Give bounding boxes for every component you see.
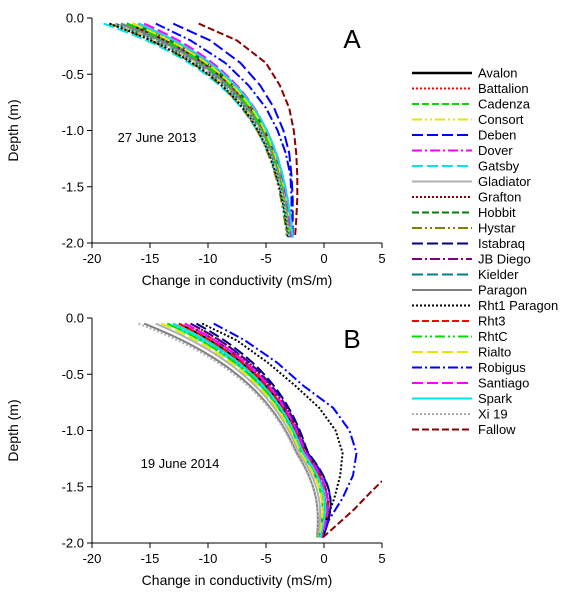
x-tick-label: -5 bbox=[260, 251, 272, 266]
x-tick-label: 0 bbox=[320, 551, 327, 566]
series-line-avalon bbox=[178, 322, 327, 538]
series-line-gladiator bbox=[155, 322, 322, 538]
legend-label-hobbit: Hobbit bbox=[478, 205, 516, 220]
x-tick-label: -5 bbox=[260, 551, 272, 566]
legend-label-robigus: Robigus bbox=[478, 360, 526, 375]
series-line-spark bbox=[172, 322, 327, 538]
legend-label-jb-diego: JB Diego bbox=[478, 252, 531, 267]
legend-label-istabraq: Istabraq bbox=[478, 236, 525, 251]
legend-label-dover: Dover bbox=[478, 143, 513, 158]
series-line-xi-19 bbox=[138, 322, 319, 538]
y-tick-label: -1.5 bbox=[62, 479, 84, 494]
legend-label-rht1-paragon: Rht1 Paragon bbox=[478, 298, 558, 313]
legend-label-consort: Consort bbox=[478, 112, 524, 127]
x-axis-label: Change in conductivity (mS/m) bbox=[142, 272, 333, 288]
series-line-paragon bbox=[120, 22, 292, 238]
legend-label-kielder: Kielder bbox=[478, 267, 519, 282]
panel-label: A bbox=[343, 24, 361, 54]
y-tick-label: 0.0 bbox=[66, 311, 84, 326]
series-line-hobbit bbox=[178, 322, 327, 538]
legend-label-gladiator: Gladiator bbox=[478, 174, 531, 189]
x-tick-label: 5 bbox=[378, 251, 385, 266]
x-tick-label: -15 bbox=[141, 551, 160, 566]
legend-label-paragon: Paragon bbox=[478, 283, 527, 298]
x-tick-label: -10 bbox=[199, 251, 218, 266]
legend-label-grafton: Grafton bbox=[478, 190, 521, 205]
legend-label-spark: Spark bbox=[478, 391, 512, 406]
series-line-dover bbox=[184, 322, 329, 538]
legend-label-rialto: Rialto bbox=[478, 345, 511, 360]
series-line-fallow bbox=[322, 480, 382, 539]
series-line-rht3 bbox=[178, 322, 329, 538]
y-tick-label: 0.0 bbox=[66, 11, 84, 26]
series-line-istabraq bbox=[195, 322, 332, 538]
series-line-deben bbox=[172, 22, 294, 238]
y-tick-label: -2.0 bbox=[62, 536, 84, 551]
x-tick-label: -15 bbox=[141, 251, 160, 266]
panel-b: -20 -15 -10 -5 0 5 0.0 -0.5 -1.0 -1.5 -2.0 Change i… bbox=[5, 311, 386, 589]
x-tick-label: 5 bbox=[378, 551, 385, 566]
legend-label-rhtc: RhtC bbox=[478, 329, 508, 344]
x-tick-label: -20 bbox=[83, 551, 102, 566]
series-line-rht1-paragon bbox=[201, 322, 344, 538]
legend-label-xi-19: Xi 19 bbox=[478, 407, 508, 422]
series-line-kielder bbox=[172, 322, 327, 538]
series-line-consort bbox=[172, 322, 327, 538]
legend-label-avalon: Avalon bbox=[478, 66, 518, 81]
date-annotation: 27 June 2013 bbox=[118, 130, 197, 145]
series-line-jb-diego bbox=[184, 322, 329, 538]
series-line-battalion bbox=[184, 322, 329, 538]
legend-label-cadenza: Cadenza bbox=[478, 97, 531, 112]
x-tick-label: -20 bbox=[83, 251, 102, 266]
legend-label-rht3: Rht3 bbox=[478, 314, 505, 329]
series-line-xi-19 bbox=[114, 22, 291, 238]
x-tick-label: -10 bbox=[199, 551, 218, 566]
y-tick-label: -2.0 bbox=[62, 236, 84, 251]
series-line-robigus bbox=[155, 22, 293, 238]
y-tick-label: -0.5 bbox=[62, 367, 84, 382]
panel-label: B bbox=[343, 324, 360, 354]
y-tick-label: -1.0 bbox=[62, 423, 84, 438]
series-line-hystar bbox=[109, 22, 288, 238]
panel-a: -20 -15 -10 -5 0 5 0.0 -0.5 -1.0 -1.5 -2.0 Change i… bbox=[5, 11, 386, 289]
x-axis-label: Change in conductivity (mS/m) bbox=[142, 572, 333, 588]
y-tick-label: -1.0 bbox=[62, 123, 84, 138]
legend-label-hystar: Hystar bbox=[478, 221, 516, 236]
y-axis-label: Depth (m) bbox=[5, 399, 21, 461]
y-tick-label: -1.5 bbox=[62, 179, 84, 194]
series-line-spark bbox=[137, 22, 294, 238]
y-tick-label: -0.5 bbox=[62, 67, 84, 82]
series-line-santiago bbox=[184, 322, 329, 538]
legend-label-fallow: Fallow bbox=[478, 422, 516, 437]
series-line-robigus bbox=[213, 322, 358, 538]
legend-label-battalion: Battalion bbox=[478, 81, 529, 96]
date-annotation: 19 June 2014 bbox=[141, 456, 220, 471]
series-line-rialto bbox=[161, 322, 324, 538]
series-line-rht1-paragon bbox=[109, 22, 289, 238]
legend-label-santiago: Santiago bbox=[478, 376, 529, 391]
x-tick-label: 0 bbox=[320, 251, 327, 266]
y-axis-label: Depth (m) bbox=[5, 99, 21, 161]
legend-label-deben: Deben bbox=[478, 128, 516, 143]
series-line-fallow bbox=[198, 22, 299, 238]
legend: AvalonBattalionCadenzaConsortDebenDoverG… bbox=[412, 66, 558, 437]
legend-label-gatsby: Gatsby bbox=[478, 159, 520, 174]
